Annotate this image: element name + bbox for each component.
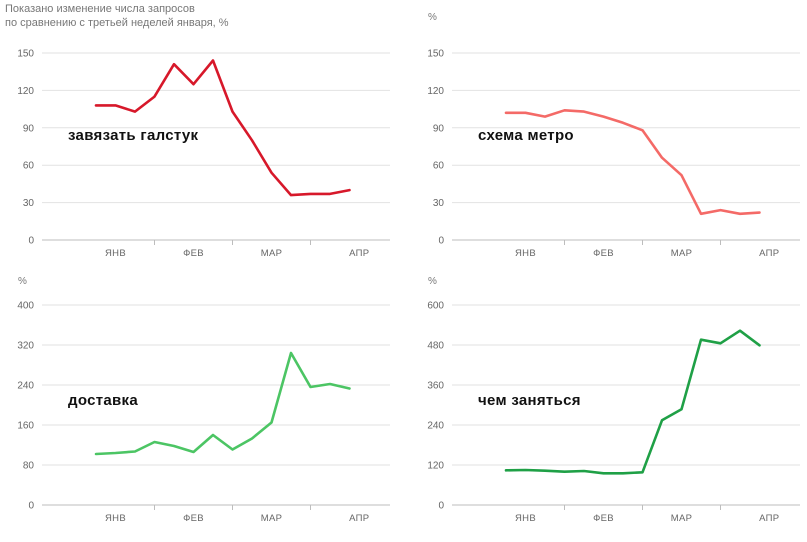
x-tick-label: ЯНВ xyxy=(515,513,536,524)
series-label: чем заняться xyxy=(478,392,581,409)
series-label: завязать галстук xyxy=(68,127,199,144)
y-unit-label: % xyxy=(428,12,437,23)
x-tick-label: АПР xyxy=(759,513,779,524)
series-line-metro xyxy=(504,109,761,216)
x-tick-label: ФЕВ xyxy=(183,513,204,524)
x-tick-label: ЯНВ xyxy=(105,248,126,259)
y-tick-label: 150 xyxy=(17,49,34,60)
series-line-dostavka xyxy=(94,351,351,456)
series-label: доставка xyxy=(68,392,138,409)
y-tick-label: 160 xyxy=(17,421,34,432)
y-tick-label: 150 xyxy=(427,49,444,60)
y-tick-label: 120 xyxy=(427,461,444,472)
x-tick-label: ФЕВ xyxy=(183,248,204,259)
chart-panel-metro: % 0 30 60 90 120 150 ЯНВ ФЕВ МАР АПР схема метро xyxy=(427,12,800,259)
series-line-zanyatsya xyxy=(504,329,761,475)
y-tick-label: 120 xyxy=(17,86,34,97)
y-tick-label: 30 xyxy=(433,198,445,209)
y-tick-label: 240 xyxy=(427,421,444,432)
chart-panels: 0 30 60 90 120 150 ЯНВ ФЕВ МАР АПР завязать галсту… xyxy=(17,12,800,524)
y-tick-label: 60 xyxy=(23,161,35,172)
x-tick-label: МАР xyxy=(671,513,693,524)
y-tick-label: 60 xyxy=(433,161,445,172)
x-tick-label: ЯНВ xyxy=(105,513,126,524)
y-tick-label: 0 xyxy=(438,501,444,512)
y-tick-label: 0 xyxy=(438,236,444,247)
x-tick-label: ЯНВ xyxy=(515,248,536,259)
note-line-1: Показано изменение числа запросов xyxy=(5,3,195,15)
x-tick-label: АПР xyxy=(349,248,369,259)
y-tick-label: 0 xyxy=(28,501,34,512)
x-tick-label: АПР xyxy=(349,513,369,524)
chart-panel-galstuk: 0 30 60 90 120 150 ЯНВ ФЕВ МАР АПР завязать галсту… xyxy=(17,49,390,259)
y-tick-label: 320 xyxy=(17,341,34,352)
y-tick-label: 120 xyxy=(427,86,444,97)
chart-panel-zanyatsya: % 0 120 240 360 480 600 ЯНВ ФЕВ МАР АПР чем занятьс… xyxy=(427,276,800,524)
note-line-2: по сравнению с третьей неделей января, % xyxy=(5,17,229,29)
x-tick-label: МАР xyxy=(261,513,283,524)
y-tick-label: 600 xyxy=(427,301,444,312)
y-tick-label: 80 xyxy=(23,461,35,472)
y-tick-label: 30 xyxy=(23,198,35,209)
x-tick-label: ФЕВ xyxy=(593,248,614,259)
x-tick-label: АПР xyxy=(759,248,779,259)
y-tick-label: 90 xyxy=(23,123,35,134)
x-tick-label: ФЕВ xyxy=(593,513,614,524)
y-unit-label: % xyxy=(18,276,27,287)
x-tick-label: МАР xyxy=(261,248,283,259)
y-tick-label: 480 xyxy=(427,341,444,352)
series-line-galstuk xyxy=(94,59,351,197)
y-unit-label: % xyxy=(428,276,437,287)
series-label: схема метро xyxy=(478,127,574,144)
chart-panel-dostavka: % 0 80 160 240 320 400 ЯНВ ФЕВ МАР АПР доставка xyxy=(17,276,390,524)
y-tick-label: 240 xyxy=(17,381,34,392)
y-tick-label: 400 xyxy=(17,301,34,312)
y-tick-label: 0 xyxy=(28,236,34,247)
y-tick-label: 90 xyxy=(433,123,445,134)
x-tick-label: МАР xyxy=(671,248,693,259)
y-tick-label: 360 xyxy=(427,381,444,392)
